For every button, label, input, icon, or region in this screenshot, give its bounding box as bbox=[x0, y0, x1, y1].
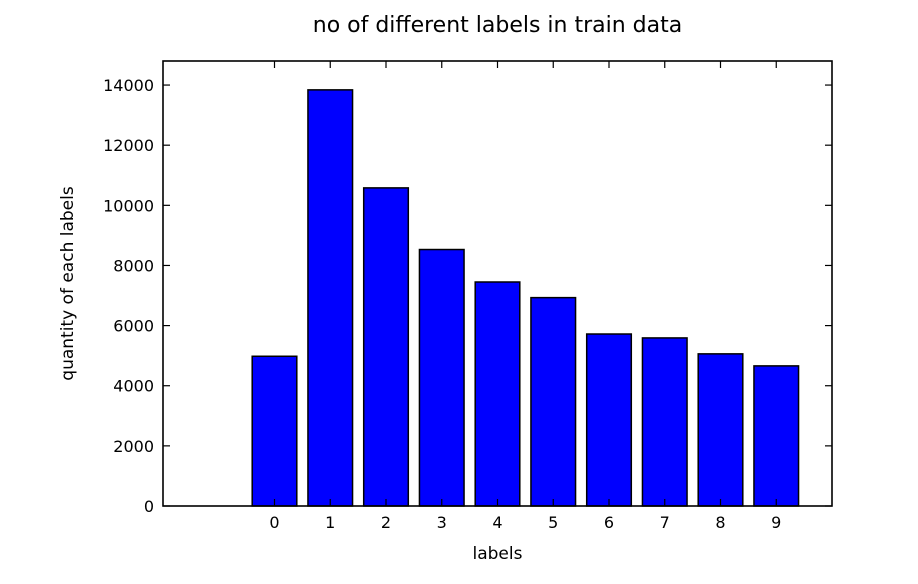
bar-5 bbox=[530, 296, 577, 507]
x-axis-label: labels bbox=[473, 544, 523, 564]
y-tick-label-2000: 2000 bbox=[113, 437, 154, 456]
plot-frame bbox=[162, 60, 833, 507]
x-tick-label-5: 5 bbox=[548, 513, 558, 532]
bar-3 bbox=[418, 248, 465, 507]
x-tick-label-9: 9 bbox=[771, 513, 781, 532]
x-tick-label-8: 8 bbox=[715, 513, 725, 532]
y-tick-label-12000: 12000 bbox=[103, 136, 154, 155]
tick-labels-group: 0 1 2 3 4 5 6 7 8 9 0 2000 4000 6000 8000 10000 12000 140… bbox=[103, 76, 781, 532]
y-tick-label-0: 0 bbox=[144, 497, 154, 516]
x-tick-label-7: 7 bbox=[660, 513, 670, 532]
y-tick-label-10000: 10000 bbox=[103, 196, 154, 215]
ticks-group bbox=[163, 61, 832, 507]
bar-6 bbox=[585, 333, 633, 507]
x-tick-label-6: 6 bbox=[604, 513, 614, 532]
x-tick-label-2: 2 bbox=[381, 513, 391, 532]
bars-group bbox=[251, 89, 800, 507]
y-tick-label-6000: 6000 bbox=[113, 317, 154, 336]
bar-9 bbox=[753, 365, 800, 507]
bar-2 bbox=[362, 187, 410, 507]
x-tick-label-3: 3 bbox=[437, 513, 447, 532]
bar-4 bbox=[474, 281, 521, 507]
bar-1 bbox=[307, 89, 354, 507]
y-tick-label-8000: 8000 bbox=[113, 256, 154, 275]
y-axis-label: quantity of each labels bbox=[58, 186, 78, 381]
bar-0 bbox=[251, 355, 298, 507]
x-tick-label-1: 1 bbox=[325, 513, 335, 532]
x-tick-label-4: 4 bbox=[492, 513, 502, 532]
x-tick-label-0: 0 bbox=[269, 513, 279, 532]
bar-8 bbox=[697, 353, 744, 507]
bar-7 bbox=[641, 337, 688, 507]
y-tick-label-14000: 14000 bbox=[103, 76, 154, 95]
chart-title: no of different labels in train data bbox=[313, 13, 683, 38]
y-tick-label-4000: 4000 bbox=[113, 377, 154, 396]
